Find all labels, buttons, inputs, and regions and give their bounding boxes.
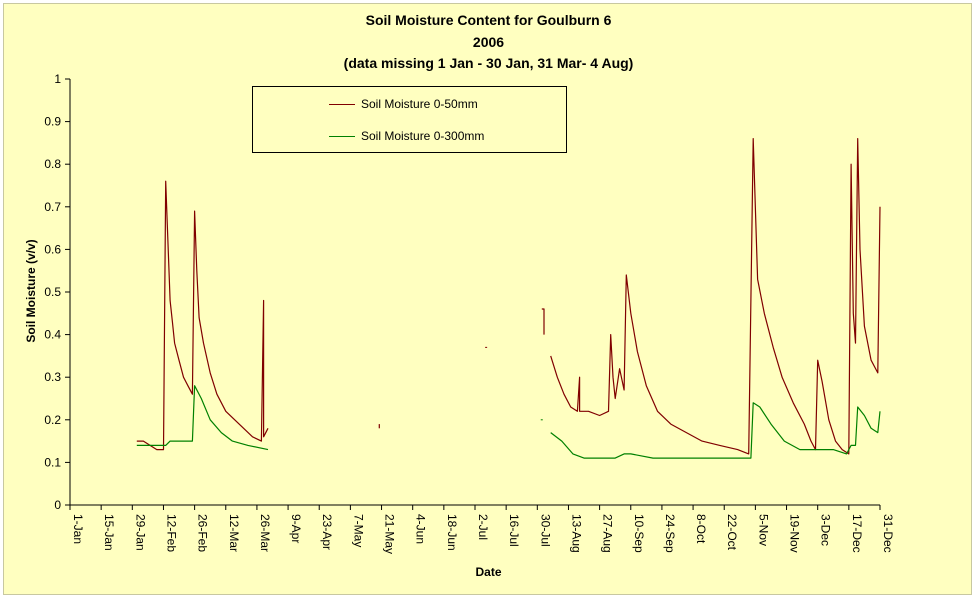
x-tick-label: 26-Feb xyxy=(196,514,210,552)
x-tick-label: 17-Dec xyxy=(850,514,864,553)
y-tick-label: 0 xyxy=(54,498,61,512)
legend-swatch-0-50mm xyxy=(329,103,355,105)
y-tick-label: 0.7 xyxy=(44,200,61,214)
x-tick-label: 2-Jul xyxy=(476,514,490,540)
x-tick-label: 4-Jun xyxy=(414,514,428,544)
series-0-300mm-line xyxy=(550,402,881,459)
legend-item-0-50mm: Soil Moisture 0-50mm xyxy=(253,96,478,112)
x-tick-label: 31-Dec xyxy=(881,514,895,553)
x-tick-label: 23-Apr xyxy=(320,514,334,550)
x-tick-label: 21-May xyxy=(383,514,397,554)
x-tick-label: 7-May xyxy=(351,514,365,547)
chart-title-line-1: Soil Moisture Content for Goulburn 6 xyxy=(365,12,612,28)
x-tick-label: 9-Apr xyxy=(289,514,303,543)
x-tick-label: 5-Nov xyxy=(756,514,770,546)
legend-label-0-50mm: Soil Moisture 0-50mm xyxy=(361,97,478,111)
legend-swatch-0-300mm xyxy=(329,135,355,137)
y-tick-label: 0.6 xyxy=(44,242,61,256)
chart-legend: Soil Moisture 0-50mm Soil Moisture 0-300… xyxy=(252,86,567,153)
series-0-50mm-line xyxy=(541,308,545,335)
x-tick-label: 18-Jun xyxy=(445,514,459,551)
x-tick-label: 10-Sep xyxy=(632,514,646,553)
x-tick-label: 19-Nov xyxy=(788,514,802,553)
x-tick-label: 3-Dec xyxy=(819,514,833,546)
y-tick-label: 0.4 xyxy=(44,328,61,342)
x-tick-label: 1-Jan xyxy=(71,514,85,544)
series-0-50mm-line xyxy=(136,180,269,451)
chart-title-line-2: 2006 xyxy=(472,34,505,50)
x-tick-label: 27-Aug xyxy=(601,514,615,553)
x-tick-label: 15-Jan xyxy=(102,514,116,551)
x-tick-label: 29-Jan xyxy=(133,514,147,551)
x-tick-label: 26-Mar xyxy=(258,514,272,552)
legend-label-0-300mm: Soil Moisture 0-300mm xyxy=(361,129,485,143)
x-tick-label: 22-Oct xyxy=(725,514,739,551)
y-tick-label: 0.1 xyxy=(44,455,61,469)
y-tick-label: 0.2 xyxy=(44,413,61,427)
chart-title-line-3: (data missing 1 Jan - 30 Jan, 31 Mar- 4 … xyxy=(343,55,634,71)
series-0-300mm-line xyxy=(136,385,269,451)
x-tick-label: 8-Oct xyxy=(694,514,708,544)
y-axis-label: Soil Moisture (v/v) xyxy=(24,239,38,343)
x-tick-label: 30-Jul xyxy=(538,514,552,547)
y-tick-label: 0.5 xyxy=(44,285,61,299)
x-tick-label: 24-Sep xyxy=(663,514,677,553)
x-axis-label: Date xyxy=(475,565,502,579)
legend-item-0-300mm: Soil Moisture 0-300mm xyxy=(253,128,484,144)
y-tick-label: 0.3 xyxy=(44,370,61,384)
y-tick-label: 1 xyxy=(54,72,61,86)
x-tick-label: 12-Feb xyxy=(164,514,178,552)
x-tick-label: 16-Jul xyxy=(507,514,521,547)
x-tick-label: 12-Mar xyxy=(227,514,241,552)
y-tick-label: 0.9 xyxy=(44,115,61,129)
y-tick-label: 0.8 xyxy=(44,157,61,171)
x-tick-label: 13-Aug xyxy=(569,514,583,553)
series-0-50mm-line xyxy=(550,138,881,455)
